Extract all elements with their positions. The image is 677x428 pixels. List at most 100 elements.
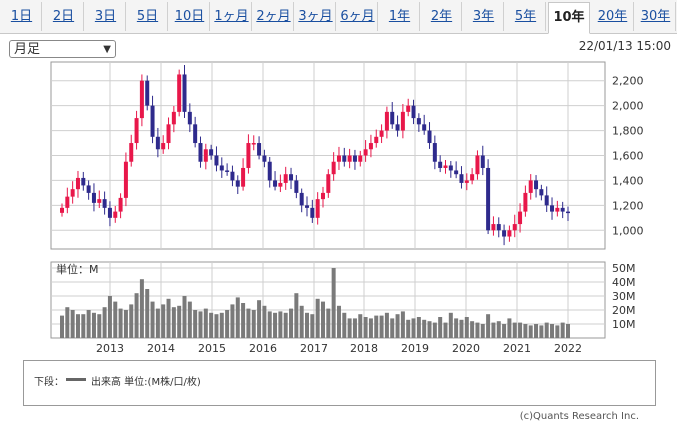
volume-bar-32 (230, 304, 235, 338)
candle-body-79 (480, 155, 485, 168)
volume-bar-95 (566, 324, 570, 338)
volume-bar-59 (374, 315, 379, 338)
tab-5[interactable]: 1ヶ月 (212, 2, 252, 31)
tab-4[interactable]: 10日 (170, 2, 210, 31)
volume-bar-75 (459, 319, 464, 338)
volume-bar-3 (75, 314, 80, 338)
candle-body-33 (235, 180, 240, 187)
candle-body-73 (448, 165, 453, 171)
candle-body-10 (113, 211, 118, 218)
candle-body-87 (523, 192, 528, 212)
candle-body-78 (475, 155, 480, 175)
candle-body-2 (70, 189, 75, 197)
timestamp: 22/01/13 15:00 (578, 39, 671, 53)
candle-body-8 (102, 199, 107, 208)
volume-bar-48 (315, 298, 320, 338)
volume-bar-26 (198, 311, 203, 338)
volume-bar-18 (155, 308, 160, 338)
candle-body-49 (320, 192, 325, 200)
candle-body-83 (502, 230, 507, 237)
candle-body-37 (257, 143, 262, 156)
volume-bar-21 (171, 307, 176, 338)
volume-bar-15 (139, 279, 144, 338)
volume-bar-36 (251, 310, 256, 338)
candle-body-46 (305, 205, 310, 208)
candle-body-56 (358, 155, 363, 162)
tab-15[interactable]: 30年 (636, 2, 676, 31)
candle-body-11 (118, 197, 123, 212)
candle-body-74 (454, 170, 459, 175)
volume-bar-7 (97, 314, 102, 338)
volume-bar-49 (320, 301, 325, 338)
volume-ytick-0: 50M (612, 262, 636, 275)
candle-body-94 (560, 207, 565, 212)
candle-body-65 (406, 105, 411, 112)
tab-2[interactable]: 3日 (86, 2, 126, 31)
volume-bar-81 (491, 322, 496, 338)
volume-bar-24 (187, 301, 192, 338)
tab-3[interactable]: 5日 (128, 2, 168, 31)
price-ytick-3: 1,600 (612, 150, 644, 163)
volume-ytick-2: 30M (612, 290, 636, 303)
candle-body-35 (246, 143, 251, 168)
volume-bar-53 (342, 312, 347, 338)
candle-body-88 (528, 180, 533, 193)
xtick-9: 2022 (554, 342, 582, 355)
volume-bar-84 (507, 318, 512, 338)
candle-body-43 (289, 174, 294, 181)
candle-body-20 (166, 124, 171, 144)
candle-body-91 (544, 195, 549, 206)
tab-14[interactable]: 20年 (592, 2, 634, 31)
candle-body-16 (145, 80, 150, 106)
tab-0[interactable]: 1日 (2, 2, 42, 31)
xtick-0: 2013 (96, 342, 124, 355)
candle-body-17 (150, 105, 155, 137)
volume-bar-45 (299, 305, 304, 338)
candle-body-93 (555, 207, 560, 212)
volume-bar-11 (118, 308, 123, 338)
candle-body-48 (315, 199, 320, 218)
tab-9[interactable]: 1年 (380, 2, 420, 31)
volume-bar-79 (480, 324, 485, 338)
volume-bar-19 (161, 304, 166, 338)
tab-1[interactable]: 2日 (44, 2, 84, 31)
tab-12[interactable]: 5年 (506, 2, 546, 31)
volume-bar-29 (214, 314, 219, 338)
candle-body-54 (347, 155, 352, 162)
candle-body-34 (241, 167, 246, 187)
volume-unit-label: 単位：M (56, 262, 99, 276)
candle-body-4 (81, 177, 86, 186)
candle-body-52 (336, 155, 341, 162)
volume-bar-42 (283, 312, 288, 338)
candle-body-64 (400, 111, 405, 131)
legend-text: 出来高 単位:(M株/口/枚) (91, 377, 201, 388)
candle-body-42 (283, 174, 288, 183)
period-select[interactable]: 月足 ▼ (9, 40, 116, 58)
tab-11[interactable]: 3年 (464, 2, 504, 31)
xtick-6: 2019 (401, 342, 429, 355)
tab-7[interactable]: 3ヶ月 (296, 2, 336, 31)
volume-bar-54 (347, 318, 352, 338)
volume-bar-14 (134, 293, 139, 338)
candle-body-59 (374, 136, 379, 144)
candle-body-89 (534, 180, 539, 190)
tab-6[interactable]: 2ヶ月 (254, 2, 294, 31)
tab-13[interactable]: 10年 (548, 2, 590, 34)
volume-bar-2 (70, 310, 75, 338)
candle-body-84 (507, 230, 512, 237)
candle-body-50 (326, 174, 331, 193)
volume-bar-58 (368, 318, 373, 338)
volume-bar-6 (91, 312, 96, 338)
tab-10[interactable]: 2年 (422, 2, 462, 31)
volume-bar-23 (182, 296, 187, 338)
stock-chart: 2,200 2,000 1,800 1,600 1,400 1,200 1,000 50M40… (50, 61, 644, 355)
candle-body-66 (411, 105, 416, 119)
volume-bar-30 (219, 312, 224, 338)
tab-8[interactable]: 6ヶ月 (338, 2, 378, 31)
price-ytick-4: 1,400 (612, 174, 644, 187)
candle-body-76 (464, 180, 469, 183)
volume-bar-35 (246, 308, 251, 338)
volume-bar-78 (475, 322, 480, 338)
candle-body-69 (427, 130, 432, 144)
candle-body-21 (171, 111, 176, 125)
